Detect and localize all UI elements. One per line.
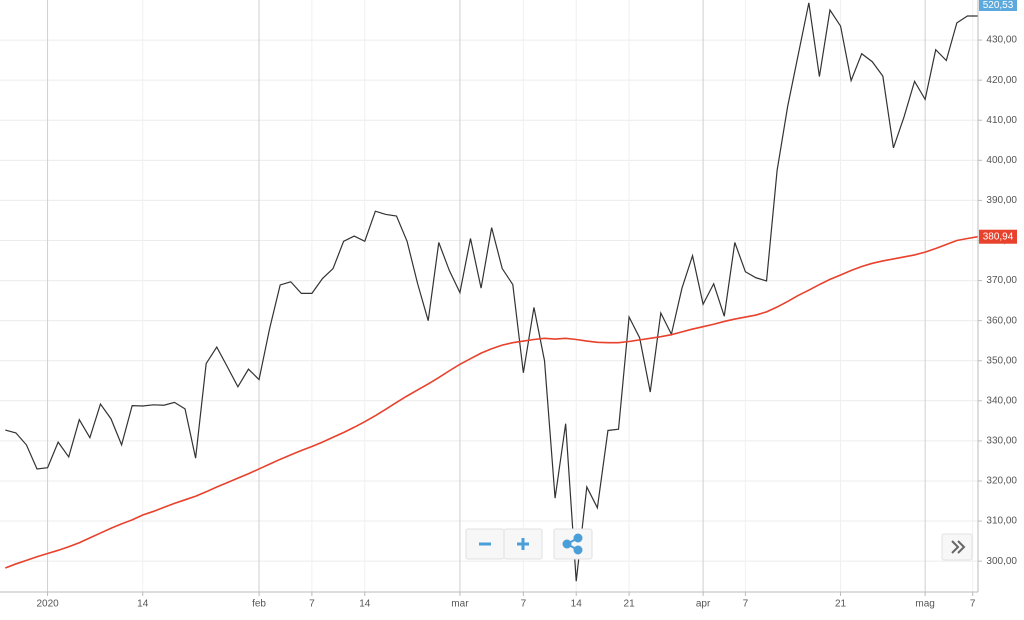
y-tick-label: 390,00 bbox=[986, 195, 1017, 206]
price-badge bbox=[979, 0, 1017, 11]
y-tick-label: 340,00 bbox=[986, 395, 1017, 406]
x-tick-label: 7 bbox=[309, 599, 315, 610]
x-tick-label: apr bbox=[696, 599, 711, 610]
x-tick-label: 21 bbox=[624, 599, 636, 610]
plot bbox=[5, 2, 979, 582]
x-tick-label: 14 bbox=[359, 599, 371, 610]
y-tick-label: 350,00 bbox=[986, 355, 1017, 366]
x-tick-label: 7 bbox=[970, 599, 976, 610]
chevron-icon bbox=[951, 540, 960, 554]
x-tick-label: 7 bbox=[743, 599, 749, 610]
y-tick-label: 320,00 bbox=[986, 476, 1017, 487]
price-badge-label: 520,53 bbox=[983, 0, 1014, 11]
x-tick-label: mag bbox=[915, 599, 934, 610]
y-tick-label: 360,00 bbox=[986, 315, 1017, 326]
y-tick-label: 410,00 bbox=[986, 115, 1017, 126]
x-tick-label: 14 bbox=[137, 599, 149, 610]
x-tick-label: 14 bbox=[571, 599, 583, 610]
y-tick-label: 300,00 bbox=[986, 556, 1017, 567]
y-tick-label: 310,00 bbox=[986, 516, 1017, 527]
y-tick-label: 420,00 bbox=[986, 75, 1017, 86]
badges: 520,53 380,94 bbox=[979, 0, 1017, 244]
price-line bbox=[5, 2, 978, 582]
y-tick-label: 400,00 bbox=[986, 155, 1017, 166]
price-line bbox=[5, 235, 979, 569]
share-icon bbox=[562, 533, 583, 555]
zoom-controls bbox=[465, 528, 973, 561]
x-tick-label: mar bbox=[451, 599, 469, 610]
chevron-icon bbox=[957, 540, 966, 554]
axis-labels: 300,00 310,00 320,00 330,00 340,00 350,00 360,… bbox=[36, 35, 1017, 610]
x-tick-label: 2020 bbox=[36, 599, 59, 610]
y-tick-label: 430,00 bbox=[986, 35, 1017, 46]
y-tick-label: 370,00 bbox=[986, 275, 1017, 286]
y-tick-label: 330,00 bbox=[986, 436, 1017, 447]
x-tick-label: 21 bbox=[835, 599, 847, 610]
share-button[interactable] bbox=[553, 528, 593, 560]
x-tick-label: 7 bbox=[521, 599, 527, 610]
x-tick-label: feb bbox=[252, 599, 266, 610]
sma-badge-label: 380,94 bbox=[983, 231, 1014, 242]
grid bbox=[0, 0, 978, 592]
sma-badge bbox=[979, 229, 1017, 244]
